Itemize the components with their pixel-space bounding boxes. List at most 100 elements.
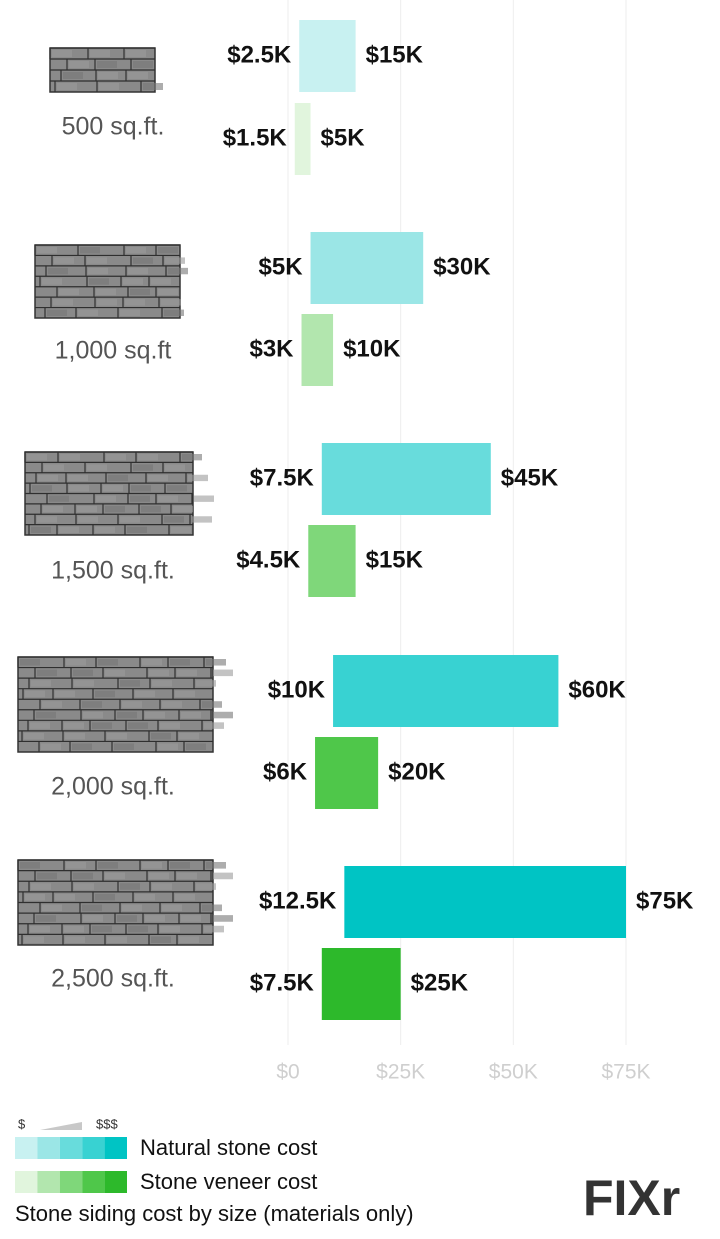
- value-label-low: $12.5K: [259, 887, 337, 914]
- stone-image: [17, 859, 233, 946]
- stone-face: [170, 659, 190, 666]
- stone-face: [145, 711, 165, 719]
- stone-face: [165, 464, 185, 471]
- stone-face: [43, 505, 63, 513]
- stone-face: [158, 288, 178, 296]
- stone-face: [138, 454, 158, 461]
- stone-face: [164, 516, 184, 523]
- legend-scale-wedge: [40, 1122, 82, 1130]
- range-bar: [344, 866, 626, 938]
- stone-face: [186, 743, 206, 750]
- stone-face: [168, 267, 188, 275]
- range-bar: [315, 737, 379, 809]
- stone-face: [47, 309, 67, 316]
- stone-face: [42, 278, 62, 285]
- stone-face: [213, 915, 233, 922]
- stone-face: [74, 680, 94, 687]
- stone-face: [54, 257, 74, 264]
- stone-face: [66, 862, 86, 869]
- stone-face: [99, 83, 119, 90]
- stone-face: [160, 925, 180, 933]
- stone-face: [88, 267, 108, 275]
- category-label: 2,000 sq.ft.: [51, 773, 175, 801]
- legend-swatch: [15, 1171, 38, 1193]
- range-bar: [299, 20, 356, 92]
- stone-face: [98, 862, 118, 869]
- value-label-low: $2.5K: [227, 41, 292, 68]
- stone-face: [108, 474, 128, 482]
- stone-face: [120, 680, 140, 687]
- stone-face: [149, 872, 169, 880]
- range-bar: [310, 232, 424, 304]
- stone-face: [44, 464, 64, 471]
- stone-face: [170, 862, 190, 869]
- stone-face: [202, 701, 222, 708]
- stone-face: [95, 893, 115, 901]
- x-tick-label: $75K: [601, 1061, 650, 1084]
- stone-face: [162, 904, 182, 912]
- stone-face: [92, 722, 112, 729]
- stone-face: [133, 257, 153, 264]
- stone-face: [188, 474, 208, 482]
- stone-face: [55, 690, 75, 698]
- stone-face: [31, 680, 51, 687]
- range-bar: [308, 525, 356, 597]
- stone-image: [34, 244, 188, 319]
- stone-face: [204, 925, 224, 933]
- range-bar: [321, 948, 401, 1020]
- stone-face: [179, 732, 199, 740]
- stone-face: [135, 893, 155, 901]
- stone-face: [103, 485, 123, 492]
- stone-face: [117, 711, 137, 719]
- legend-swatch: [37, 1171, 60, 1193]
- category-label: 2,500 sq.ft.: [51, 965, 175, 993]
- stone-face: [117, 915, 137, 922]
- value-label-high: $75K: [636, 887, 694, 914]
- stone-face: [69, 485, 89, 492]
- value-label-high: $20K: [388, 758, 446, 785]
- legend-scale-high: $$$: [96, 1116, 118, 1131]
- stone-face: [42, 904, 62, 912]
- stone-face: [37, 872, 57, 880]
- stone-face: [48, 267, 68, 275]
- stone-face: [87, 464, 107, 471]
- stone-face: [36, 711, 56, 719]
- stone-face: [162, 701, 182, 708]
- stone-face: [167, 485, 187, 492]
- stone-face: [87, 257, 107, 264]
- stone-face: [37, 669, 57, 677]
- range-bar: [321, 443, 491, 515]
- stone-face: [73, 669, 93, 677]
- stone-face: [158, 743, 178, 750]
- range-bar: [301, 314, 334, 386]
- stone-face: [25, 690, 45, 698]
- value-label-low: $7.5K: [250, 969, 315, 996]
- stone-face: [96, 288, 116, 296]
- category-label: 1,500 sq.ft.: [51, 557, 175, 585]
- category-label: 500 sq.ft.: [62, 113, 165, 141]
- stone-face: [37, 516, 57, 523]
- stone-face: [130, 288, 150, 296]
- value-label-low: $5K: [259, 253, 304, 280]
- stone-face: [181, 711, 201, 719]
- stone-face: [107, 936, 127, 943]
- stone-face: [69, 61, 89, 68]
- x-tick-label: $50K: [489, 1061, 538, 1084]
- stone-face: [179, 936, 199, 943]
- value-label-high: $30K: [433, 253, 491, 280]
- stone-face: [194, 495, 214, 502]
- stone-face: [133, 61, 153, 68]
- value-label-high: $25K: [411, 969, 469, 996]
- stone-face: [66, 659, 86, 666]
- stone-face: [65, 936, 85, 943]
- stone-face: [142, 659, 162, 666]
- stone-face: [126, 247, 146, 254]
- stone-face: [95, 526, 115, 533]
- stone-face: [89, 278, 109, 285]
- value-label-high: $15K: [366, 41, 424, 68]
- stone-face: [126, 50, 146, 57]
- stone-face: [164, 309, 184, 316]
- stone-face: [82, 701, 102, 708]
